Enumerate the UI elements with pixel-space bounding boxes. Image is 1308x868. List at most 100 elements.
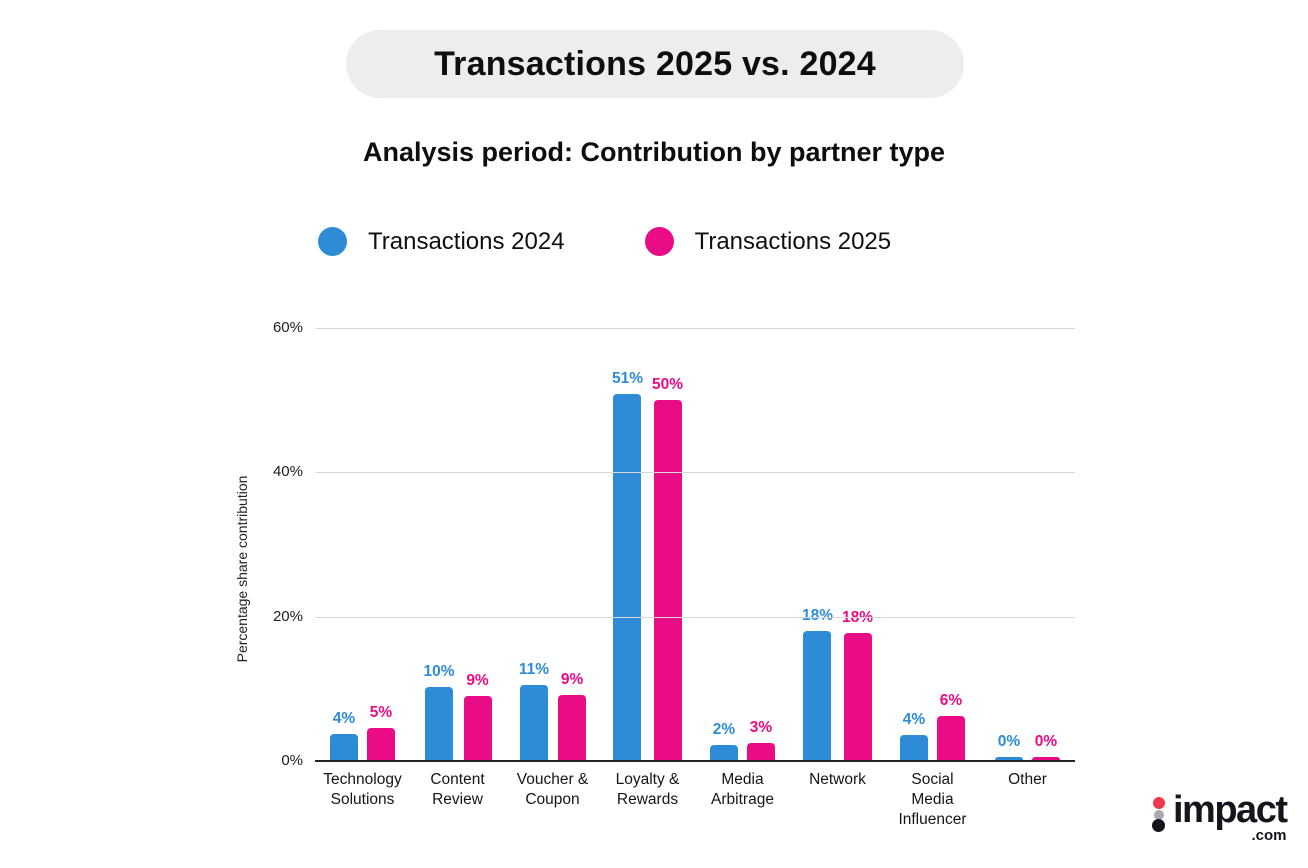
logo-dot-black-icon (1152, 819, 1165, 832)
x-category-label-line: Arbitrage (711, 791, 774, 808)
legend-label-2024: Transactions 2024 (368, 227, 565, 255)
x-category-label-3: Voucher & Coupon (505, 770, 600, 810)
legend-dot-2025-icon (644, 227, 674, 256)
logo-text-block: impact .com (1173, 789, 1288, 844)
bar-value-label: 4% (902, 710, 926, 728)
title-pill: Transactions 2025 vs. 2024 (346, 30, 964, 98)
x-category-label-line: Loyalty & (615, 771, 680, 788)
plot-area: 4% 5% 10% 9% 11% 9% 51% 50% 2% 3% 18% 18% 4% 6% 0% 0% 0… (273, 312, 1075, 769)
bar-value-label: 5% (369, 704, 393, 722)
x-category-label-line: Media (911, 791, 954, 808)
logo-wordmark: impact (1173, 789, 1288, 831)
bar-transactions-2025 (367, 728, 395, 760)
bar-col: 18% (802, 607, 833, 760)
bar-group-5: 2% 3% (695, 312, 790, 760)
x-category-label-line: Voucher & (516, 771, 589, 788)
bar-value-label: 9% (560, 671, 584, 689)
bar-col: 6% (937, 692, 965, 760)
bar-transactions-2025 (653, 399, 682, 760)
bar-transactions-2024 (803, 630, 832, 760)
bar-col: 50% (652, 376, 683, 760)
y-tick-label-0: 0% (281, 752, 303, 769)
bar-col: 0% (1032, 733, 1060, 760)
x-category-label-line: Rewards (616, 791, 679, 808)
bar-transactions-2024 (900, 734, 928, 760)
x-category-label-6: Network (790, 770, 885, 790)
bar-transactions-2025 (747, 742, 775, 760)
bar-value-label: 10% (423, 663, 455, 681)
bar-value-label: 50% (652, 375, 684, 393)
gridline-60 (315, 328, 1075, 329)
logo-dots-icon (1152, 792, 1165, 843)
bar-value-label: 9% (466, 671, 489, 689)
x-category-label-line: Influencer (898, 811, 967, 828)
bar-col: 4% (900, 711, 928, 760)
bar-col: 9% (463, 671, 492, 760)
bar-group-1: 4% 5% (315, 312, 410, 760)
bar-transactions-2025 (558, 695, 587, 760)
bar-transactions-2025 (463, 695, 492, 760)
bar-value-label: 0% (997, 733, 1021, 751)
bar-value-label: 18% (801, 606, 833, 624)
bar-transactions-2025 (1032, 757, 1060, 760)
bar-col: 9% (558, 671, 587, 760)
bar-transactions-2025 (843, 633, 872, 760)
logo-domain: .com (1251, 827, 1287, 844)
x-category-label-line: Network (809, 771, 866, 788)
x-category-label-2: Content Review (410, 770, 505, 810)
bar-col: 51% (612, 370, 643, 760)
chart-subtitle: Analysis period: Contribution by partner… (362, 137, 946, 167)
bar-col: 3% (747, 719, 775, 760)
x-category-label-line: Coupon (525, 791, 580, 808)
x-category-label-8: Other (980, 770, 1075, 790)
impact-logo: impact .com (1152, 789, 1288, 844)
gridline-40 (315, 472, 1075, 474)
bar-value-label: 2% (712, 720, 736, 738)
bar-group-4: 51% 50% (600, 312, 695, 760)
x-axis-labels: Technology Solutions Content Review Voucher … (315, 770, 1075, 830)
x-category-label-line: Review (432, 791, 483, 808)
bar-col: 5% (367, 704, 395, 760)
bar-col: 11% (519, 661, 549, 760)
logo-dot-gray-icon (1153, 810, 1164, 820)
x-axis-baseline (315, 760, 1075, 762)
bar-group-2: 10% 9% (410, 312, 505, 760)
y-axis-title: Percentage share contribution (234, 475, 250, 663)
bar-value-label: 4% (332, 710, 356, 728)
bar-value-label: 0% (1034, 733, 1058, 751)
bar-transactions-2025 (937, 715, 965, 760)
bar-group-3: 11% 9% (505, 312, 600, 760)
x-category-label-line: Technology (323, 771, 402, 788)
bar-transactions-2024 (330, 734, 358, 760)
gridline-20 (315, 616, 1075, 618)
bar-group-7: 4% 6% (885, 312, 980, 760)
legend-dot-2024-icon (318, 227, 347, 256)
logo-dot-red-icon (1152, 797, 1165, 809)
y-tick-label-40: 40% (272, 463, 303, 481)
y-tick-label-20: 20% (272, 607, 303, 625)
bar-transactions-2024 (519, 684, 548, 760)
chart-legend: Transactions 2024 Transactions 2025 (318, 227, 891, 256)
chart-title: Transactions 2025 vs. 2024 (434, 44, 876, 83)
bar-col: 18% (842, 609, 873, 760)
bar-group-8: 0% 0% (980, 312, 1075, 760)
bar-transactions-2024 (425, 687, 453, 760)
bar-transactions-2024 (613, 394, 642, 760)
x-category-label-line: Social (911, 771, 954, 788)
bar-transactions-2024 (995, 757, 1023, 760)
bar-col: 0% (995, 733, 1023, 760)
bar-col: 4% (330, 710, 358, 760)
bar-value-label: 6% (939, 691, 963, 709)
x-category-label-1: Technology Solutions (315, 770, 410, 810)
bar-transactions-2024 (710, 744, 738, 760)
x-category-label-line: Other (1008, 771, 1047, 788)
x-category-label-7: Social Media Influencer (885, 770, 980, 830)
bar-col: 10% (423, 663, 455, 760)
legend-item-2025: Transactions 2025 (644, 227, 892, 256)
legend-label-2025: Transactions 2025 (694, 227, 892, 255)
x-category-label-line: Solutions (330, 791, 395, 808)
y-tick-label-60: 60% (272, 319, 303, 336)
bar-value-label: 51% (611, 370, 643, 388)
x-category-label-line: Media (721, 771, 764, 788)
